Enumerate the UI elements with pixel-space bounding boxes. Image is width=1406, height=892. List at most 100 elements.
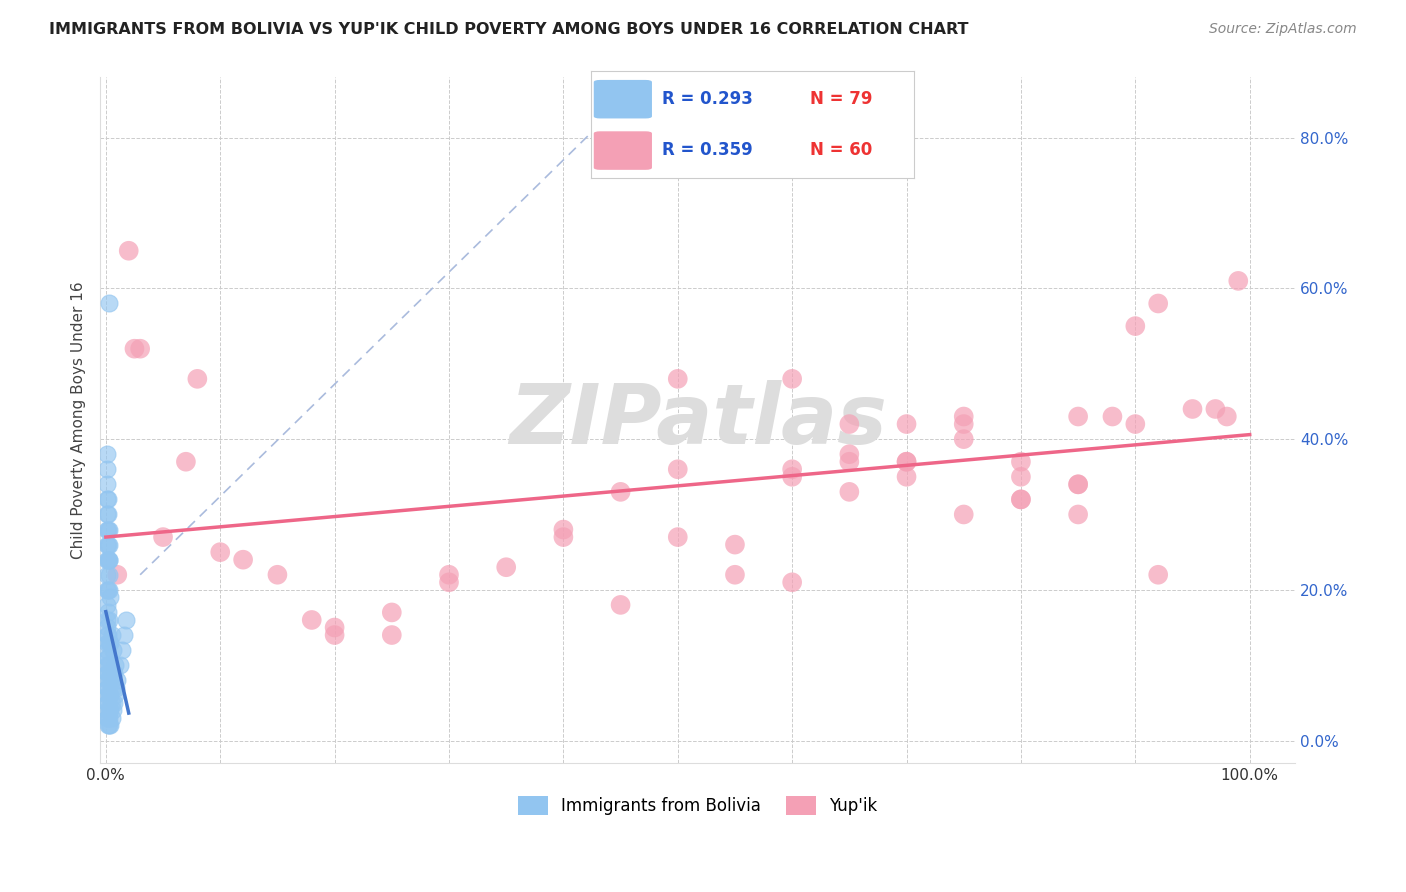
Point bbox=[103, 696, 125, 710]
Point bbox=[896, 455, 918, 469]
Point bbox=[186, 372, 208, 386]
Point bbox=[101, 681, 124, 695]
Point bbox=[666, 372, 689, 386]
Point bbox=[96, 703, 118, 717]
Point bbox=[1101, 409, 1123, 424]
Point bbox=[381, 606, 404, 620]
Point bbox=[437, 567, 460, 582]
Point bbox=[553, 523, 575, 537]
Point bbox=[97, 718, 120, 732]
Point bbox=[209, 545, 232, 559]
Point bbox=[1123, 417, 1146, 431]
Point bbox=[437, 575, 460, 590]
Point bbox=[495, 560, 517, 574]
Point bbox=[97, 665, 120, 680]
Point bbox=[1010, 492, 1032, 507]
Point bbox=[1067, 477, 1090, 491]
Point bbox=[301, 613, 323, 627]
Point bbox=[97, 492, 120, 507]
Point bbox=[97, 582, 120, 597]
Point bbox=[838, 455, 860, 469]
Point bbox=[100, 703, 122, 717]
Point bbox=[838, 417, 860, 431]
Point bbox=[96, 582, 118, 597]
Point bbox=[100, 696, 122, 710]
Point bbox=[105, 567, 128, 582]
Point bbox=[98, 552, 121, 566]
Point bbox=[1227, 274, 1250, 288]
Point bbox=[666, 530, 689, 544]
Point bbox=[952, 432, 974, 446]
Point bbox=[838, 447, 860, 461]
Point bbox=[96, 598, 118, 612]
Point bbox=[96, 492, 118, 507]
Text: R = 0.293: R = 0.293 bbox=[662, 90, 752, 108]
Point bbox=[780, 575, 803, 590]
Point bbox=[96, 447, 118, 461]
Point bbox=[98, 552, 121, 566]
Point bbox=[780, 462, 803, 476]
Point bbox=[103, 665, 125, 680]
Point bbox=[724, 567, 747, 582]
Point bbox=[896, 455, 918, 469]
Point bbox=[97, 628, 120, 642]
Point bbox=[129, 342, 152, 356]
Point bbox=[896, 470, 918, 484]
Point bbox=[111, 643, 134, 657]
Point bbox=[266, 567, 288, 582]
Point bbox=[1123, 319, 1146, 334]
Text: IMMIGRANTS FROM BOLIVIA VS YUP'IK CHILD POVERTY AMONG BOYS UNDER 16 CORRELATION : IMMIGRANTS FROM BOLIVIA VS YUP'IK CHILD … bbox=[49, 22, 969, 37]
Text: N = 60: N = 60 bbox=[810, 141, 873, 159]
Point bbox=[553, 530, 575, 544]
Point bbox=[100, 688, 122, 702]
Point bbox=[666, 462, 689, 476]
Point bbox=[96, 696, 118, 710]
Point bbox=[104, 688, 127, 702]
Point bbox=[97, 552, 120, 566]
Point bbox=[96, 650, 118, 665]
Point bbox=[96, 673, 118, 688]
Point bbox=[97, 711, 120, 725]
Point bbox=[96, 628, 118, 642]
Point bbox=[100, 635, 122, 649]
Point bbox=[323, 628, 346, 642]
Text: R = 0.359: R = 0.359 bbox=[662, 141, 752, 159]
Point bbox=[98, 538, 121, 552]
Point bbox=[96, 688, 118, 702]
Legend: Immigrants from Bolivia, Yup'ik: Immigrants from Bolivia, Yup'ik bbox=[509, 788, 886, 823]
Point bbox=[98, 523, 121, 537]
Point bbox=[124, 342, 146, 356]
Point bbox=[100, 711, 122, 725]
Point bbox=[97, 650, 120, 665]
Point bbox=[838, 484, 860, 499]
Point bbox=[98, 711, 121, 725]
Point bbox=[105, 681, 128, 695]
Point bbox=[100, 591, 122, 605]
Point bbox=[1181, 402, 1204, 417]
Point bbox=[96, 567, 118, 582]
Point bbox=[98, 567, 121, 582]
Point bbox=[100, 665, 122, 680]
Point bbox=[952, 417, 974, 431]
Point bbox=[98, 658, 121, 673]
Point bbox=[174, 455, 197, 469]
Point bbox=[952, 409, 974, 424]
Point bbox=[724, 538, 747, 552]
FancyBboxPatch shape bbox=[593, 80, 652, 119]
Point bbox=[98, 613, 121, 627]
Point bbox=[152, 530, 174, 544]
Point bbox=[96, 658, 118, 673]
Point bbox=[780, 372, 803, 386]
Point bbox=[96, 635, 118, 649]
Point bbox=[96, 711, 118, 725]
Point bbox=[112, 628, 135, 642]
Point bbox=[98, 688, 121, 702]
Point bbox=[1147, 567, 1170, 582]
Point bbox=[1216, 409, 1239, 424]
Point bbox=[118, 244, 141, 258]
Point bbox=[108, 658, 131, 673]
Point bbox=[609, 598, 631, 612]
Point bbox=[96, 613, 118, 627]
Point bbox=[115, 613, 138, 627]
Point bbox=[97, 523, 120, 537]
